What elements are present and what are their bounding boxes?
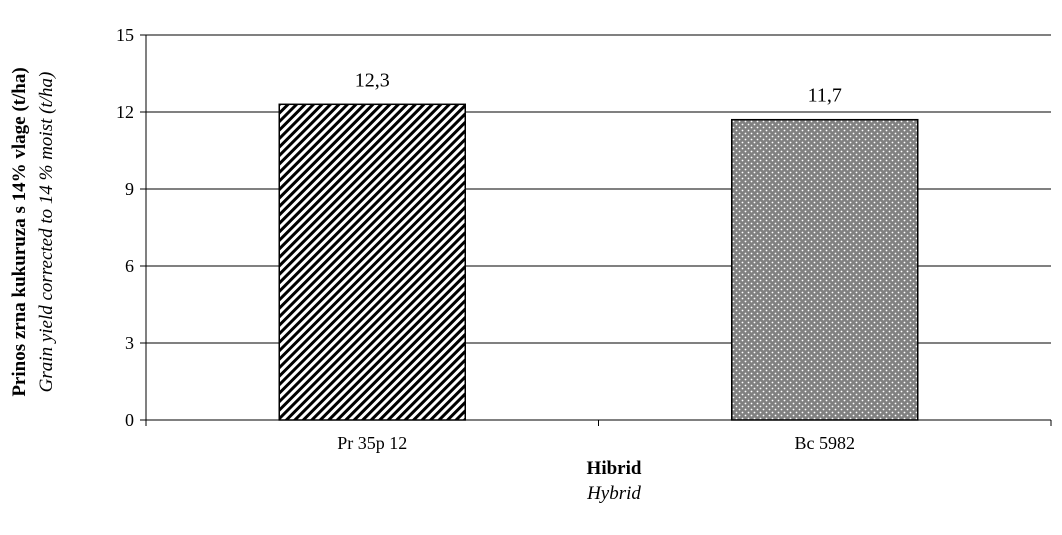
y-tick-label: 0 <box>125 410 134 430</box>
x-tick-label: Bc 5982 <box>795 433 856 453</box>
x-axis-title: Hibrid <box>587 458 642 479</box>
y-tick-labels: 0 3 6 9 12 15 <box>116 25 134 430</box>
y-axis-title: Prinos zrna kukuruza s 14% vlage (t/ha) <box>9 67 30 396</box>
data-label: 11,7 <box>808 85 842 107</box>
y-axis-subtitle: Grain yield corrected to 14 % moist (t/h… <box>36 72 57 393</box>
data-label: 12,3 <box>355 69 390 91</box>
axes <box>140 34 1052 426</box>
data-labels: 12,3 11,7 <box>355 69 842 106</box>
y-tick-label: 6 <box>125 256 134 276</box>
y-tick-label: 3 <box>125 333 134 353</box>
y-tick-label: 12 <box>116 102 134 122</box>
x-tick-labels: Pr 35p 12 Bc 5982 <box>337 433 855 453</box>
bar-2 <box>731 118 919 421</box>
y-tick-label: 9 <box>125 179 134 199</box>
x-axis-subtitle: Hybrid <box>586 483 641 504</box>
bars <box>278 103 919 421</box>
x-tick-label: Pr 35p 12 <box>337 433 407 453</box>
y-tick-label: 15 <box>116 25 134 45</box>
bar-1 <box>278 103 466 421</box>
